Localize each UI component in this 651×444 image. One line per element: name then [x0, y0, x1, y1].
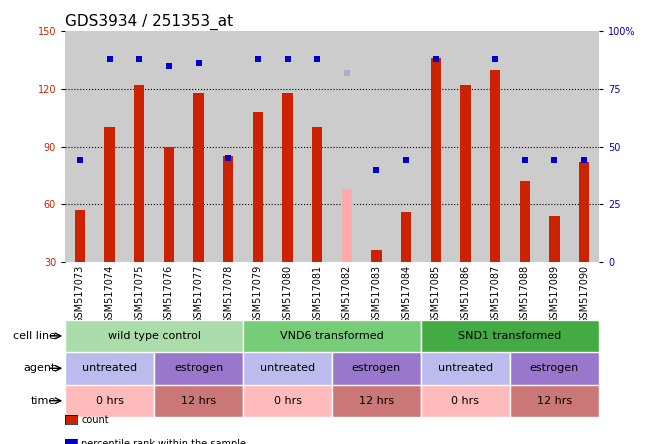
Bar: [421, 320, 599, 352]
Bar: [243, 385, 332, 417]
Bar: [421, 385, 510, 417]
Bar: [510, 352, 599, 385]
Bar: [223, 156, 234, 262]
Text: VND6 transformed: VND6 transformed: [280, 331, 384, 341]
Text: untreated: untreated: [260, 363, 315, 373]
Bar: [549, 216, 560, 262]
Text: agent: agent: [24, 363, 56, 373]
Text: time: time: [31, 396, 56, 406]
Text: GSM517086: GSM517086: [460, 265, 471, 324]
Text: count: count: [81, 415, 109, 424]
Text: GSM517075: GSM517075: [134, 265, 145, 324]
Text: estrogen: estrogen: [352, 363, 401, 373]
Text: GSM517083: GSM517083: [372, 265, 381, 324]
Text: GDS3934 / 251353_at: GDS3934 / 251353_at: [65, 13, 233, 30]
Bar: [460, 85, 471, 262]
Bar: [163, 147, 174, 262]
Text: cell line: cell line: [13, 331, 56, 341]
Bar: [154, 385, 243, 417]
Text: untreated: untreated: [438, 363, 493, 373]
Text: GSM517078: GSM517078: [223, 265, 233, 324]
Bar: [332, 385, 421, 417]
Text: GSM517088: GSM517088: [519, 265, 530, 324]
Text: 12 hrs: 12 hrs: [537, 396, 572, 406]
Text: 0 hrs: 0 hrs: [273, 396, 301, 406]
Bar: [401, 212, 411, 262]
Text: GSM517082: GSM517082: [342, 265, 352, 324]
Bar: [65, 352, 154, 385]
Text: GSM517079: GSM517079: [253, 265, 263, 324]
Bar: [193, 93, 204, 262]
Bar: [510, 385, 599, 417]
Bar: [154, 352, 243, 385]
Text: GSM517074: GSM517074: [105, 265, 115, 324]
Text: GSM517081: GSM517081: [312, 265, 322, 324]
Text: percentile rank within the sample: percentile rank within the sample: [81, 439, 246, 444]
Text: GSM517084: GSM517084: [401, 265, 411, 324]
Bar: [65, 385, 154, 417]
Bar: [243, 320, 421, 352]
Bar: [490, 70, 501, 262]
Bar: [104, 127, 115, 262]
Bar: [421, 352, 510, 385]
Bar: [134, 85, 145, 262]
Text: 0 hrs: 0 hrs: [451, 396, 480, 406]
Text: estrogen: estrogen: [530, 363, 579, 373]
Bar: [253, 112, 263, 262]
Bar: [75, 210, 85, 262]
Text: untreated: untreated: [82, 363, 137, 373]
Text: GSM517089: GSM517089: [549, 265, 559, 324]
Text: GSM517076: GSM517076: [164, 265, 174, 324]
Bar: [283, 93, 293, 262]
Text: estrogen: estrogen: [174, 363, 223, 373]
Bar: [65, 320, 243, 352]
Bar: [342, 189, 352, 262]
Bar: [519, 181, 530, 262]
Bar: [243, 352, 332, 385]
Text: 12 hrs: 12 hrs: [359, 396, 394, 406]
Text: wild type control: wild type control: [107, 331, 201, 341]
Text: GSM517077: GSM517077: [193, 265, 204, 324]
Bar: [371, 250, 381, 262]
Bar: [430, 58, 441, 262]
Bar: [332, 352, 421, 385]
Text: GSM517085: GSM517085: [431, 265, 441, 324]
Text: GSM517087: GSM517087: [490, 265, 500, 324]
Text: SND1 transformed: SND1 transformed: [458, 331, 562, 341]
Text: GSM517090: GSM517090: [579, 265, 589, 324]
Text: 0 hrs: 0 hrs: [96, 396, 124, 406]
Bar: [579, 162, 589, 262]
Bar: [312, 127, 322, 262]
Text: GSM517080: GSM517080: [283, 265, 292, 324]
Text: GSM517073: GSM517073: [75, 265, 85, 324]
Text: 12 hrs: 12 hrs: [181, 396, 216, 406]
